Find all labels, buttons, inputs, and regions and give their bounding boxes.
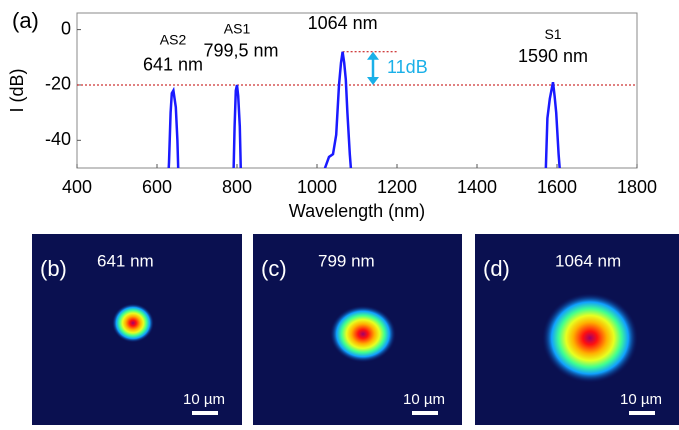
annotation: AS2	[160, 31, 187, 47]
scale-bar	[629, 411, 655, 415]
beam-spot	[542, 293, 638, 383]
beam-spot	[112, 303, 154, 343]
annotation: 641 nm	[143, 54, 203, 74]
x-tick-label: 1200	[377, 177, 417, 197]
arrow-head	[367, 51, 379, 60]
x-tick-label: 1800	[617, 177, 657, 197]
plot-frame	[76, 12, 638, 169]
arrow-head	[367, 76, 379, 85]
beam-spot	[330, 305, 396, 363]
scale-label: 10 µm	[620, 391, 662, 408]
annotation: S1	[544, 26, 561, 42]
wavelength-label: 641 nm	[97, 251, 154, 270]
x-tick-label: 1000	[297, 177, 337, 197]
scale-label: 10 µm	[403, 391, 445, 408]
wavelength-label: 799 nm	[318, 251, 375, 270]
y-tick-label: -40	[45, 129, 71, 149]
x-tick-label: 1600	[537, 177, 577, 197]
y-tick-label: -20	[45, 74, 71, 94]
x-tick-label: 400	[62, 177, 92, 197]
panel-label: (b)	[40, 256, 67, 281]
panel-label: (a)	[12, 8, 39, 33]
annotation: 799,5 nm	[203, 41, 278, 61]
annotation: AS1	[224, 20, 251, 36]
x-tick-label: 800	[222, 177, 252, 197]
spectrum-line	[167, 51, 561, 168]
y-tick-label: 0	[61, 18, 71, 38]
scale-bar	[192, 411, 218, 415]
x-tick-label: 600	[142, 177, 172, 197]
annotation: 1590 nm	[518, 46, 588, 66]
scale-label: 10 µm	[183, 391, 225, 408]
y-axis-label: I (dB)	[7, 68, 27, 112]
panel-label: (d)	[483, 256, 510, 281]
scale-bar	[412, 411, 438, 415]
arrow-label: 11dB	[387, 57, 428, 77]
panel-label: (c)	[261, 256, 287, 281]
x-axis-label: Wavelength (nm)	[289, 201, 425, 221]
annotation: 1064 nm	[308, 13, 378, 33]
plot-area	[77, 51, 637, 168]
wavelength-label: 1064 nm	[555, 251, 621, 270]
x-tick-label: 1400	[457, 177, 497, 197]
